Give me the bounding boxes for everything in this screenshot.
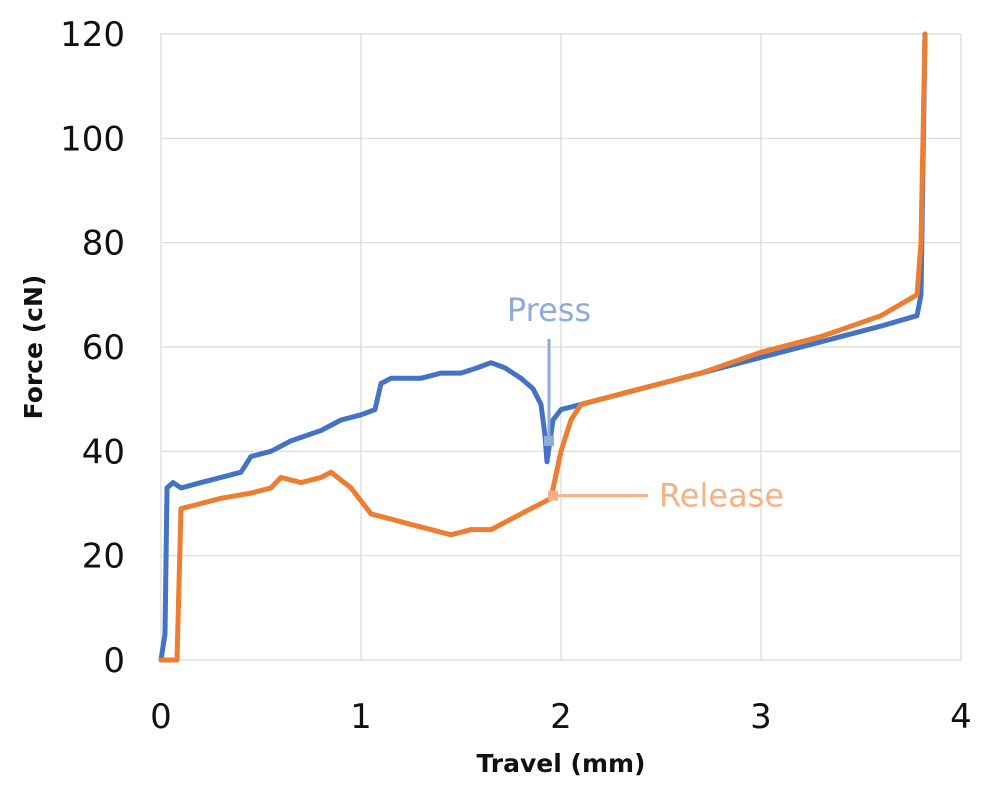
grid [160,33,962,661]
x-axis-title: Travel (mm) [477,749,646,778]
tick-labels: 0 20 40 60 80 100 120 0 1 2 3 4 [60,15,972,737]
press-label: Press [507,291,591,329]
x-tick-label: 0 [150,697,172,737]
x-tick-label: 3 [750,697,772,737]
annotations: Press Release [507,291,784,515]
series-lines [158,31,928,663]
y-tick-label: 20 [82,537,125,577]
y-tick-label: 0 [103,641,125,681]
x-tick-label: 4 [950,697,972,737]
y-tick-label: 80 [82,224,125,264]
y-axis-title: Force (cN) [19,275,48,420]
press-marker [544,435,554,446]
x-tick-label: 1 [350,697,372,737]
x-tick-label: 2 [550,697,572,737]
y-tick-label: 60 [82,328,125,368]
release-label: Release [659,477,784,515]
y-tick-label: 120 [60,15,125,55]
y-tick-label: 40 [82,432,125,472]
y-tick-label: 100 [60,119,125,159]
release-marker [548,490,558,501]
series-line-2 [158,31,928,663]
